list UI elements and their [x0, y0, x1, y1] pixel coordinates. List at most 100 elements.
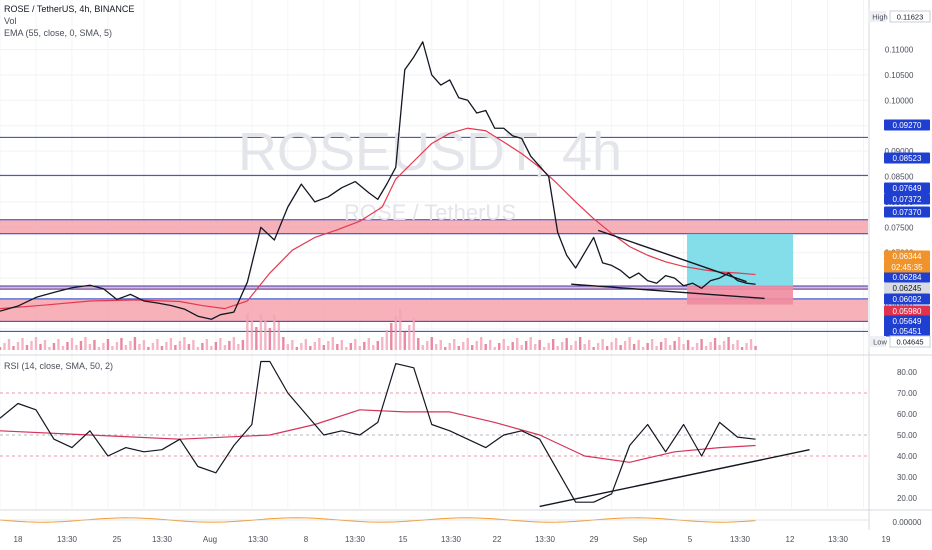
price-axis[interactable]: 0.110000.105000.100000.095000.090000.085…: [868, 10, 931, 527]
volume-bar: [129, 341, 132, 350]
volume-bar: [237, 344, 240, 350]
volume-bar: [219, 338, 222, 350]
time-tick-label: 18: [14, 535, 23, 544]
volume-bar: [52, 343, 56, 350]
watermark-big: ROSEUSDT, 4h: [238, 122, 622, 182]
volume-bar: [0, 347, 2, 350]
volume-bar: [682, 344, 685, 350]
supply-demand-zone[interactable]: [0, 286, 868, 290]
volume-bar: [650, 339, 654, 350]
volume-bar: [142, 340, 146, 350]
volume-bar: [322, 345, 326, 350]
volume-bar: [376, 341, 379, 350]
volume-bar: [390, 323, 393, 350]
price-label-box[interactable]: [884, 193, 930, 205]
volume-bar: [691, 347, 694, 350]
time-tick-label: 13:30: [248, 535, 269, 544]
volume-bar: [601, 339, 604, 350]
price-label-box[interactable]: [884, 119, 930, 131]
volume-bar: [169, 338, 173, 350]
volume-bar: [120, 338, 123, 350]
price-label-box[interactable]: [884, 293, 930, 305]
volume-bar: [205, 339, 209, 350]
supply-demand-zone[interactable]: [0, 219, 868, 234]
time-axis[interactable]: 18 13:30 25 13:30 Aug 13:30 8 13:30 15 13:30 22 13:…: [14, 535, 891, 544]
volume-bar: [264, 321, 267, 350]
volume-bar: [578, 337, 582, 350]
volume-bar: [507, 346, 510, 350]
wedge-trendline[interactable]: [571, 283, 765, 300]
volume-bar: [327, 341, 330, 350]
volume-label[interactable]: Vol: [4, 16, 17, 26]
volume-bar: [93, 340, 96, 350]
volume-bar: [498, 343, 501, 350]
position-box[interactable]: [687, 233, 793, 305]
volume-bar: [286, 344, 290, 350]
wedge-trendline[interactable]: [597, 229, 747, 283]
volume-bar: [560, 342, 564, 350]
time-tick-label: Aug: [203, 535, 217, 544]
trendlines[interactable]: [571, 229, 765, 300]
symbol-title[interactable]: ROSE / TetherUS, 4h, BINANCE: [4, 4, 135, 14]
price-label-text: 0.07372: [893, 195, 922, 204]
volume-bar: [48, 347, 51, 350]
price-tick-label: 0.09000: [885, 147, 914, 156]
volume-bar: [722, 341, 726, 350]
price-label-box[interactable]: [884, 206, 930, 218]
volume-bar: [668, 345, 672, 350]
volume-bar: [736, 340, 739, 350]
rsi-trendline[interactable]: [539, 449, 810, 508]
volume-bar: [88, 344, 92, 350]
volume-bar: [385, 330, 388, 350]
volume-bars: [0, 309, 757, 350]
price-label-box[interactable]: [884, 325, 930, 337]
volume-bar: [655, 346, 658, 350]
price-label-box[interactable]: [884, 250, 930, 262]
volume-bar: [605, 346, 609, 350]
volume-bar: [268, 328, 272, 350]
price-label-text: 0.06284: [893, 273, 922, 282]
volume-bar: [533, 344, 537, 350]
ema-label[interactable]: EMA (55, close, 0, SMA, 5): [4, 28, 113, 38]
volume-bar: [444, 347, 447, 350]
volume-bar: [502, 339, 505, 350]
rsi-tick-label: 80.00: [897, 368, 918, 377]
take-profit-box[interactable]: [687, 233, 793, 287]
volume-bar: [412, 318, 415, 350]
volume-bar: [57, 339, 60, 350]
countdown-box: [884, 261, 930, 273]
rsi-pane: [0, 360, 868, 508]
volume-bar: [183, 337, 186, 350]
price-label-box[interactable]: [884, 182, 930, 194]
price-label-box[interactable]: [884, 315, 930, 327]
volume-bar: [659, 342, 663, 350]
volume-bar: [466, 338, 469, 350]
volume-bar: [124, 345, 128, 350]
price-label-box[interactable]: [884, 305, 930, 317]
volume-bar: [354, 339, 357, 350]
stop-loss-box[interactable]: [687, 286, 793, 305]
volume-bar: [745, 343, 748, 350]
volume-bar: [318, 338, 321, 350]
hl-value-box: [889, 10, 931, 23]
volume-bar: [30, 341, 33, 350]
watermark-small: ROSE / TetherUS: [344, 200, 516, 225]
rsi-tick-label: 30.00: [897, 473, 918, 482]
volume-bar: [165, 342, 168, 350]
volume-bar: [340, 340, 344, 350]
time-tick-label: 25: [113, 535, 122, 544]
volume-bar: [61, 346, 65, 350]
volume-bar: [147, 347, 150, 350]
rsi-tick-label: 70.00: [897, 389, 918, 398]
price-label-box[interactable]: [884, 271, 930, 283]
volume-bar: [565, 338, 568, 350]
price-label-box[interactable]: [884, 282, 930, 294]
price-label-box[interactable]: [884, 152, 930, 164]
volume-bar: [462, 342, 465, 350]
rsi-label[interactable]: RSI (14, close, SMA, 50, 2): [4, 361, 114, 371]
volume-bar: [336, 344, 339, 350]
volume-bar: [435, 344, 438, 350]
price-tick-label: 0.10000: [885, 96, 914, 105]
volume-bar: [228, 341, 231, 350]
